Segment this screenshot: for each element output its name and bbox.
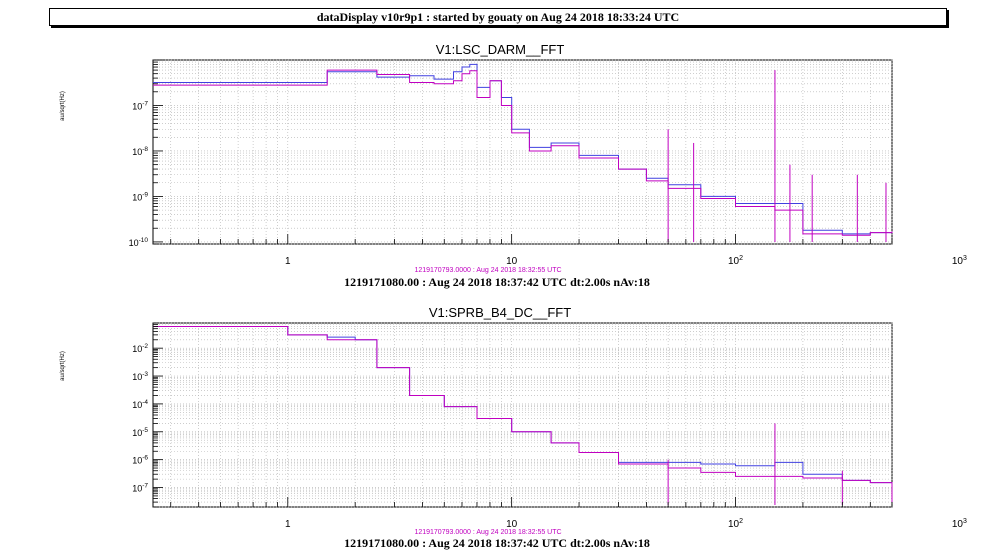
- x-tick-label: 102: [728, 518, 743, 530]
- sprb-y-axis-label: au/sqrt(Hz): [60, 351, 66, 381]
- sprb-footer: 1219171080.00 : Aug 24 2018 18:37:42 UTC…: [344, 536, 650, 550]
- y-tick-label: 10-8: [132, 146, 148, 157]
- x-tick-label: 103: [952, 255, 967, 267]
- darm-chart-title: V1:LSC_DARM__FFT: [436, 42, 565, 57]
- darm-series: [153, 63, 893, 242]
- y-tick-label: 10-3: [132, 371, 148, 382]
- y-tick-label: 10-4: [132, 399, 148, 410]
- darm-reference-label: 1219170793.0000 : Aug 24 2018 18:32:55 U…: [414, 267, 561, 274]
- window-title-bar: dataDisplay v10r9p1 : started by gouaty …: [49, 8, 947, 26]
- window-title: dataDisplay v10r9p1 : started by gouaty …: [316, 10, 680, 24]
- darm-y-axis-label: au/sqrt(Hz): [60, 91, 66, 121]
- x-tick-label: 1: [285, 256, 291, 267]
- sprb-grid: [153, 322, 893, 508]
- y-tick-label: 10-7: [132, 100, 148, 111]
- darm-grid: [153, 59, 893, 245]
- sprb-chart-title: V1:SPRB_B4_DC__FFT: [429, 305, 571, 320]
- x-tick-label: 102: [728, 255, 743, 267]
- y-tick-label: 10-6: [132, 455, 148, 466]
- x-tick-label: 103: [952, 518, 967, 530]
- darm-plot-frame: [152, 59, 893, 245]
- y-tick-label: 10-5: [132, 427, 148, 438]
- series-line-1: [153, 326, 893, 503]
- sprb-fft-panel: V1:SPRB_B4_DC__FFT 1 10 102 103 10-7 10-6 10-5…: [60, 305, 967, 550]
- x-tick-label: 10: [506, 519, 518, 530]
- y-tick-label: 10-2: [132, 343, 148, 354]
- x-tick-label: 1: [285, 519, 291, 530]
- x-tick-label: 10: [506, 256, 518, 267]
- darm-ticks: 1 10 102 103 10-10 10-9 10-8 10-7: [129, 59, 967, 267]
- y-tick-label: 10-10: [129, 237, 149, 248]
- darm-footer: 1219171080.00 : Aug 24 2018 18:37:42 UTC…: [344, 275, 650, 289]
- sprb-reference-label: 1219170793.0000 : Aug 24 2018 18:32:55 U…: [414, 529, 561, 536]
- y-tick-label: 10-7: [132, 483, 148, 494]
- y-tick-label: 10-9: [132, 191, 148, 202]
- sprb-series: [153, 326, 893, 505]
- darm-fft-panel: V1:LSC_DARM__FFT 1 10 102 10310-1010-910-81…: [60, 42, 967, 289]
